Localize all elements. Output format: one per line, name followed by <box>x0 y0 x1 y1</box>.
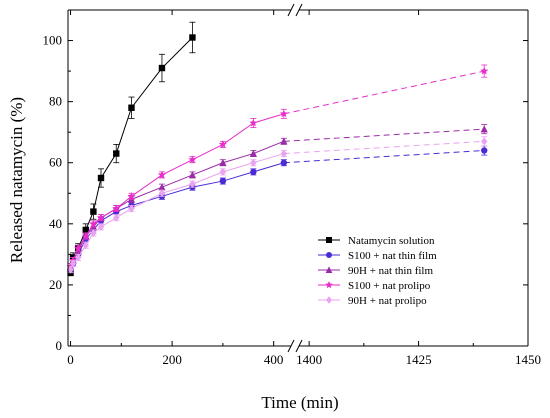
data-point <box>112 204 121 212</box>
legend-marker <box>325 266 333 273</box>
data-point <box>250 168 257 176</box>
legend-marker <box>325 281 333 289</box>
data-point <box>89 219 98 228</box>
data-point <box>189 34 196 41</box>
series-line <box>70 140 285 267</box>
data-point <box>97 213 106 222</box>
series-line-break-segment <box>283 70 485 115</box>
legend-marker <box>326 296 332 304</box>
legend: Natamycin solution S100 + nat thin film 90… <box>312 230 462 316</box>
data-point <box>189 180 196 189</box>
x-tick-label: 1425 <box>406 352 432 367</box>
x-tick-label: 0 <box>67 352 74 367</box>
axis-break-mark <box>287 3 295 17</box>
series-line-break-segment <box>283 150 485 164</box>
series-line-break-segment <box>283 140 485 155</box>
data-point <box>128 104 135 111</box>
data-point <box>128 204 135 213</box>
series-4 <box>67 136 488 274</box>
data-point <box>280 159 288 166</box>
data-point <box>113 213 120 222</box>
legend-label: S100 + nat thin film <box>348 250 437 262</box>
legend-label: S100 + nat prolipo <box>348 280 431 292</box>
legend-box <box>312 230 462 316</box>
data-point <box>127 192 136 200</box>
legend-item: Natamycin solution <box>318 235 435 247</box>
axis-break-mark <box>287 339 295 353</box>
data-point <box>250 158 257 167</box>
data-point <box>74 244 83 252</box>
legend-item: 90H + nat thin film <box>318 265 433 277</box>
data-point <box>279 109 288 118</box>
legend-label: 90H + nat thin film <box>348 265 433 277</box>
data-point <box>97 222 105 231</box>
data-point <box>219 158 227 166</box>
data-point <box>158 183 166 191</box>
data-point <box>82 241 89 250</box>
data-point <box>481 147 488 154</box>
y-tick-label: 20 <box>49 277 62 292</box>
data-point <box>481 137 488 146</box>
data-point <box>480 125 488 133</box>
x-tick-label: 400 <box>264 352 284 367</box>
y-tick-label: 0 <box>56 338 63 353</box>
series-layer <box>66 21 489 277</box>
series-line-break-segment <box>283 128 485 142</box>
data-point <box>158 64 166 72</box>
series-3 <box>66 64 489 271</box>
data-point <box>81 231 90 240</box>
data-point <box>280 149 288 158</box>
series-line <box>70 37 193 273</box>
data-point <box>90 208 97 215</box>
data-point <box>249 149 257 157</box>
x-tick-label: 200 <box>162 352 182 367</box>
legend-marker <box>326 237 332 243</box>
data-point <box>90 228 97 237</box>
data-point <box>219 177 227 185</box>
data-point <box>188 155 197 164</box>
legend-item: S100 + nat prolipo <box>318 280 431 292</box>
x-tick-label: 1450 <box>515 352 541 367</box>
legend-item: 90H + nat prolipo <box>318 295 427 307</box>
x-tick-label: 1400 <box>296 352 322 367</box>
data-point <box>113 150 120 157</box>
axis-break-mark <box>295 3 303 17</box>
axis-break-mark <box>295 339 303 353</box>
data-point <box>67 265 74 274</box>
y-axis-title: Released natamycin (%) <box>7 97 26 263</box>
y-tick-label: 60 <box>49 155 62 170</box>
axes: 0 20 40 60 80 100 0 200 400 1400 1425 1450 <box>43 3 541 367</box>
data-point <box>188 171 197 179</box>
data-point <box>158 189 166 198</box>
data-point <box>82 226 89 234</box>
y-tick-label: 80 <box>49 94 62 109</box>
data-point <box>157 170 166 179</box>
x-axis-title: Time (min) <box>261 393 338 412</box>
data-point <box>69 259 77 268</box>
legend-item: S100 + nat thin film <box>318 250 437 262</box>
legend-marker <box>326 252 332 258</box>
data-point <box>249 118 258 127</box>
data-point <box>280 137 288 145</box>
legend-label: 90H + nat prolipo <box>348 295 427 307</box>
series-line <box>70 113 284 267</box>
data-point <box>74 253 82 262</box>
data-point <box>480 66 489 75</box>
y-tick-label: 40 <box>49 216 62 231</box>
y-tick-label: 100 <box>43 33 63 48</box>
data-point <box>219 167 227 176</box>
legend-label: Natamycin solution <box>348 235 435 247</box>
data-point <box>218 140 227 148</box>
data-point <box>97 174 105 182</box>
